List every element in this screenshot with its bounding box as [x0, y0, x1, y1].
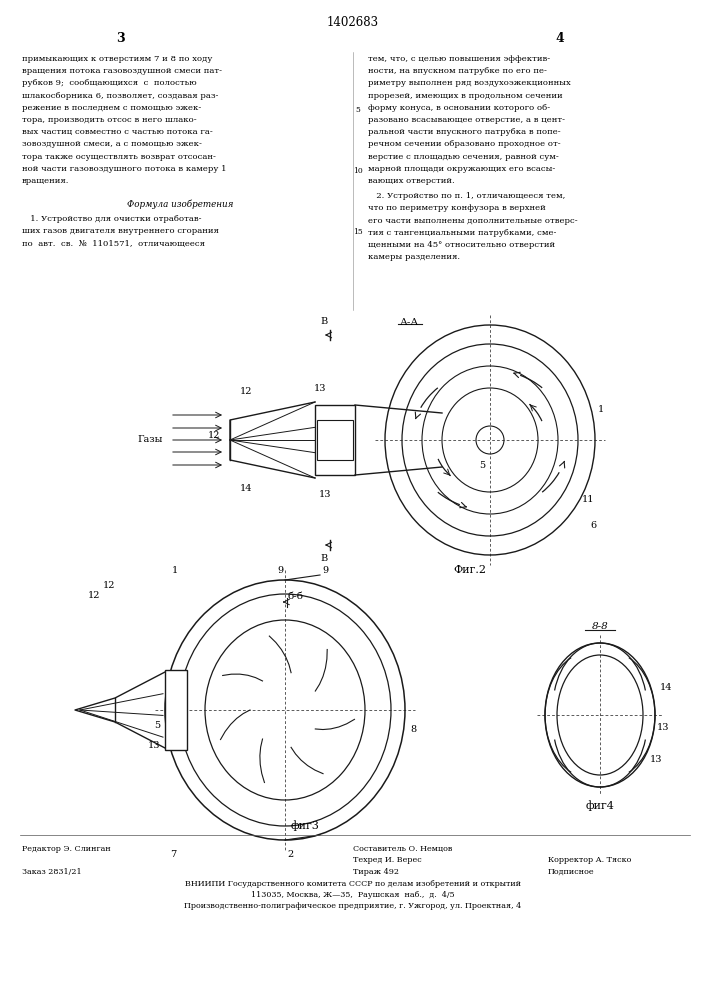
- Text: 1402683: 1402683: [327, 15, 379, 28]
- Text: щенными на 45° относительно отверстий: щенными на 45° относительно отверстий: [368, 241, 555, 249]
- Text: 15: 15: [353, 228, 363, 236]
- Text: ности, на впускном патрубке по его пе-: ности, на впускном патрубке по его пе-: [368, 67, 547, 75]
- Text: форму конуса, в основании которого об-: форму конуса, в основании которого об-: [368, 104, 550, 112]
- Text: 10: 10: [353, 167, 363, 175]
- Text: 5: 5: [154, 720, 160, 730]
- Text: В: В: [321, 554, 328, 563]
- Text: камеры разделения.: камеры разделения.: [368, 253, 460, 261]
- Text: разовано всасывающее отверстие, а в цент-: разовано всасывающее отверстие, а в цент…: [368, 116, 565, 124]
- Text: тия с тангенциальными патрубками, сме-: тия с тангенциальными патрубками, сме-: [368, 229, 556, 237]
- Text: что по периметру конфузора в верхней: что по периметру конфузора в верхней: [368, 204, 546, 212]
- Text: 13: 13: [657, 722, 670, 732]
- Text: Подписное: Подписное: [548, 868, 595, 876]
- Text: 12: 12: [103, 580, 115, 589]
- Text: по  авт.  св.  №  1101571,  отличающееся: по авт. св. № 1101571, отличающееся: [22, 240, 205, 248]
- Text: ральной части впускного патрубка в попе-: ральной части впускного патрубка в попе-: [368, 128, 561, 136]
- Bar: [315, 405, 355, 475]
- Text: 12: 12: [207, 430, 220, 440]
- Text: 9: 9: [322, 566, 328, 575]
- Text: Корректор А. Тяско: Корректор А. Тяско: [548, 856, 631, 864]
- Text: режение в последнем с помощью эжек-: режение в последнем с помощью эжек-: [22, 104, 201, 112]
- Text: 14: 14: [660, 682, 672, 692]
- Bar: [165, 670, 187, 750]
- Text: 13: 13: [314, 384, 326, 393]
- Text: тора, производить отсос в него шлако-: тора, производить отсос в него шлако-: [22, 116, 197, 124]
- Text: 8-8: 8-8: [592, 622, 609, 631]
- Text: 5: 5: [479, 460, 485, 470]
- Text: марной площади окружающих его всасы-: марной площади окружающих его всасы-: [368, 165, 555, 173]
- Text: А-А: А-А: [400, 318, 420, 327]
- Text: 113035, Москва, Ж—35,  Раушская  наб.,  д.  4/5: 113035, Москва, Ж—35, Раушская наб., д. …: [251, 891, 455, 899]
- Text: Фиг.2: Фиг.2: [453, 565, 486, 575]
- Text: фиг3: фиг3: [291, 820, 320, 831]
- Text: прорезей, имеющих в продольном сечении: прорезей, имеющих в продольном сечении: [368, 92, 563, 100]
- Text: фиг4: фиг4: [585, 800, 614, 811]
- Text: 14: 14: [240, 484, 252, 493]
- Text: 1. Устройство для очистки отработав-: 1. Устройство для очистки отработав-: [22, 215, 201, 223]
- Text: вающих отверстий.: вающих отверстий.: [368, 177, 455, 185]
- Text: Тираж 492: Тираж 492: [353, 868, 399, 876]
- Text: 1: 1: [172, 566, 178, 575]
- Bar: [317, 420, 353, 460]
- Text: Формула изобретения: Формула изобретения: [127, 199, 233, 209]
- Text: речном сечении образовано проходное от-: речном сечении образовано проходное от-: [368, 140, 561, 148]
- Text: верстие с площадью сечения, равной сум-: верстие с площадью сечения, равной сум-: [368, 153, 559, 161]
- Text: б-б: б-б: [287, 592, 303, 601]
- Text: 13: 13: [319, 490, 332, 499]
- Text: вращения.: вращения.: [22, 177, 69, 185]
- Text: Редактор Э. Слинган: Редактор Э. Слинган: [22, 845, 111, 853]
- Text: Газы: Газы: [138, 436, 163, 444]
- Text: 2. Устройство по п. 1, отличающееся тем,: 2. Устройство по п. 1, отличающееся тем,: [368, 192, 566, 200]
- Text: зовоздушной смеси, а с помощью эжек-: зовоздушной смеси, а с помощью эжек-: [22, 140, 202, 148]
- Text: ших газов двигателя внутреннего сгорания: ших газов двигателя внутреннего сгорания: [22, 227, 219, 235]
- Text: 9: 9: [277, 566, 283, 575]
- Text: тем, что, с целью повышения эффектив-: тем, что, с целью повышения эффектив-: [368, 55, 550, 63]
- Text: Производственно-полиграфическое предприятие, г. Ужгород, ул. Проектная, 4: Производственно-полиграфическое предприя…: [185, 902, 522, 910]
- Text: 11: 11: [582, 495, 595, 504]
- Text: шлакосборника 6, позволяет, создавая раз-: шлакосборника 6, позволяет, создавая раз…: [22, 92, 218, 100]
- Text: 2: 2: [287, 850, 293, 859]
- Text: рубков 9;  сообщающихся  с  полостью: рубков 9; сообщающихся с полостью: [22, 79, 197, 87]
- Text: 1: 1: [598, 406, 604, 414]
- Text: Составитель О. Немцов: Составитель О. Немцов: [353, 845, 452, 853]
- Text: вых частиц совместно с частью потока га-: вых частиц совместно с частью потока га-: [22, 128, 213, 136]
- Text: его части выполнены дополнительные отверс-: его части выполнены дополнительные отвер…: [368, 217, 578, 225]
- Text: 6: 6: [590, 520, 596, 530]
- Text: 12: 12: [88, 590, 100, 599]
- Text: 4: 4: [556, 31, 564, 44]
- Text: Заказ 2831/21: Заказ 2831/21: [22, 868, 81, 876]
- Text: ной части газовоздушного потока в камеру 1: ной части газовоздушного потока в камеру…: [22, 165, 226, 173]
- Text: 5: 5: [356, 106, 361, 114]
- Text: ВНИИПИ Государственного комитета СССР по делам изобретений и открытий: ВНИИПИ Государственного комитета СССР по…: [185, 880, 521, 888]
- Text: примыкающих к отверстиям 7 и 8 по ходу: примыкающих к отверстиям 7 и 8 по ходу: [22, 55, 212, 63]
- Text: 12: 12: [240, 387, 252, 396]
- Text: В: В: [321, 317, 328, 326]
- Text: риметру выполнен ряд воздухоэжекционных: риметру выполнен ряд воздухоэжекционных: [368, 79, 571, 87]
- Text: 13: 13: [650, 756, 662, 764]
- Text: 8: 8: [410, 726, 416, 734]
- Text: 7: 7: [170, 850, 176, 859]
- Text: вращения потока газовоздушной смеси пат-: вращения потока газовоздушной смеси пат-: [22, 67, 222, 75]
- Text: Техред И. Верес: Техред И. Верес: [353, 856, 422, 864]
- Text: 3: 3: [116, 31, 124, 44]
- Text: 13: 13: [148, 740, 160, 750]
- Text: тора также осуществлять возврат отсосан-: тора также осуществлять возврат отсосан-: [22, 153, 216, 161]
